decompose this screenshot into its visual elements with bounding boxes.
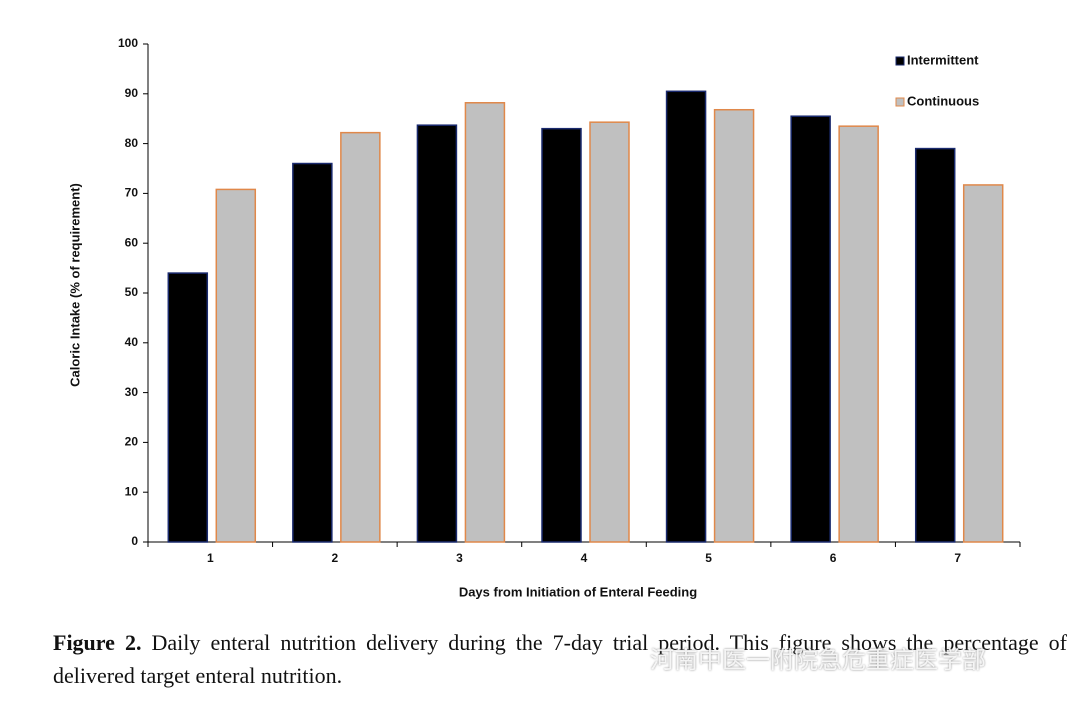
x-axis-title: Days from Initiation of Enteral Feeding — [459, 584, 697, 599]
y-tick-label: 10 — [125, 484, 139, 498]
caption-label: Figure 2. — [53, 630, 142, 655]
x-tick-label: 4 — [581, 551, 588, 565]
y-tick-label: 60 — [125, 235, 139, 249]
caption: Figure 2. Daily enteral nutrition delive… — [53, 626, 1067, 692]
x-tick-label: 6 — [830, 551, 837, 565]
bar — [215, 188, 257, 543]
bar — [838, 125, 879, 543]
x-tick-label: 1 — [207, 551, 214, 565]
bar — [713, 108, 755, 543]
x-tick-label: 5 — [705, 551, 712, 565]
bar — [914, 147, 956, 543]
y-tick-label: 80 — [125, 136, 139, 150]
bar — [416, 124, 458, 543]
caption-text: Daily enteral nutrition delivery during … — [53, 630, 1067, 688]
y-tick-label: 20 — [125, 435, 139, 449]
bar — [962, 184, 1004, 543]
bar — [167, 272, 209, 543]
y-tick-label: 100 — [118, 36, 138, 50]
legend-label: Continuous — [907, 93, 979, 108]
y-tick-label: 50 — [125, 285, 139, 299]
bar — [292, 162, 333, 543]
y-tick-label: 70 — [125, 186, 139, 200]
bar — [340, 131, 381, 543]
y-tick-label: 0 — [131, 534, 138, 548]
legend-swatch — [895, 97, 905, 107]
chart: Days from Initiation of Enteral Feeding … — [67, 36, 1021, 599]
y-tick-label: 90 — [125, 86, 139, 100]
watermark: 河南中医一附院急危重症医学部 — [650, 646, 986, 674]
y-tick-label: 40 — [125, 335, 139, 349]
bar — [464, 102, 506, 543]
x-tick-label: 7 — [954, 551, 961, 565]
x-tick-label: 2 — [332, 551, 339, 565]
bar — [541, 127, 582, 543]
bar — [665, 90, 707, 543]
legend-label: Intermittent — [907, 52, 979, 67]
y-tick-label: 30 — [125, 385, 139, 399]
x-tick-label: 3 — [456, 551, 463, 565]
bar — [790, 115, 831, 543]
y-axis-title: Caloric Intake (% of requirement) — [67, 183, 82, 387]
legend-swatch — [895, 56, 905, 66]
bar — [589, 121, 630, 543]
